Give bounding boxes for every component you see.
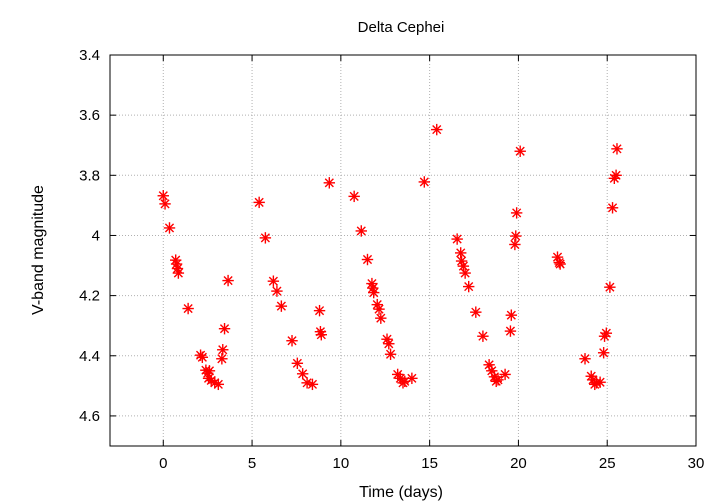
data-point (463, 280, 475, 293)
data-point (418, 176, 431, 188)
data-point (313, 304, 326, 317)
data-point (218, 323, 231, 335)
data-points (157, 123, 623, 391)
data-point (375, 312, 387, 324)
data-point (159, 198, 171, 210)
data-point (267, 275, 280, 287)
y-tick-label: 4.4 (79, 348, 100, 365)
data-point (296, 368, 309, 380)
data-point (492, 374, 504, 386)
data-point (459, 267, 471, 279)
data-point (306, 378, 319, 391)
data-point (604, 281, 616, 293)
data-point (383, 338, 395, 350)
data-point (163, 222, 176, 234)
y-tick-labels: 3.4 3.6 3.8 4 4.2 4.4 4.6 (79, 47, 100, 425)
chart-title: Delta Cephei (358, 19, 445, 36)
data-point (470, 306, 482, 318)
x-tick-labels: 0 5 10 15 20 25 30 (159, 455, 704, 472)
data-point (431, 123, 443, 136)
data-point (499, 368, 511, 381)
data-point (348, 190, 360, 203)
data-point (203, 365, 216, 377)
x-tick-label: 25 (599, 455, 616, 472)
data-point (611, 143, 623, 155)
y-tick-label: 4.2 (79, 288, 100, 305)
data-point (291, 357, 304, 369)
y-tick-label: 4.6 (79, 408, 100, 425)
data-point (384, 348, 397, 360)
data-point (606, 202, 619, 214)
data-point (355, 225, 367, 237)
x-tick-label: 5 (248, 455, 256, 472)
data-point (406, 372, 418, 385)
y-axis-label: V-band magnitude (30, 185, 47, 315)
data-point (259, 232, 272, 244)
data-point (315, 329, 328, 341)
data-point (510, 207, 523, 219)
data-point (504, 325, 517, 337)
y-tick-label: 4 (92, 227, 100, 244)
x-tick-label: 20 (510, 455, 527, 472)
data-point (451, 233, 463, 245)
data-point (579, 353, 591, 365)
x-tick-label: 15 (421, 455, 438, 472)
x-tick-label: 0 (159, 455, 167, 472)
data-point (368, 286, 380, 299)
data-point (457, 260, 470, 272)
data-point (275, 300, 288, 312)
data-point (600, 327, 613, 339)
y-tick-label: 3.4 (79, 47, 100, 64)
data-point (373, 303, 385, 315)
plot-frame (109, 54, 697, 447)
x-tick-label: 30 (688, 455, 705, 472)
data-point (477, 330, 489, 342)
data-point (253, 196, 265, 209)
data-point (271, 285, 283, 297)
data-point (610, 169, 622, 182)
x-tick-label: 10 (333, 455, 350, 472)
data-point (505, 309, 518, 321)
data-point (182, 302, 194, 315)
data-point (172, 267, 185, 279)
data-point (597, 347, 610, 359)
data-point (594, 376, 606, 388)
axis-ticks (110, 54, 697, 446)
data-point (216, 353, 228, 365)
data-point (510, 230, 522, 242)
data-point (509, 238, 521, 251)
grid-lines (110, 55, 696, 446)
y-tick-label: 3.8 (79, 167, 100, 184)
data-point (554, 258, 566, 270)
data-point (286, 335, 298, 347)
data-point (514, 145, 526, 157)
data-point (361, 253, 374, 266)
data-point (217, 344, 229, 356)
data-point (222, 274, 234, 287)
y-tick-label: 3.6 (79, 107, 100, 124)
x-axis-label: Time (days) (359, 484, 443, 501)
data-point (212, 378, 225, 391)
data-point (157, 190, 169, 202)
data-point (196, 351, 209, 363)
data-point (455, 247, 467, 259)
data-point (323, 177, 336, 189)
